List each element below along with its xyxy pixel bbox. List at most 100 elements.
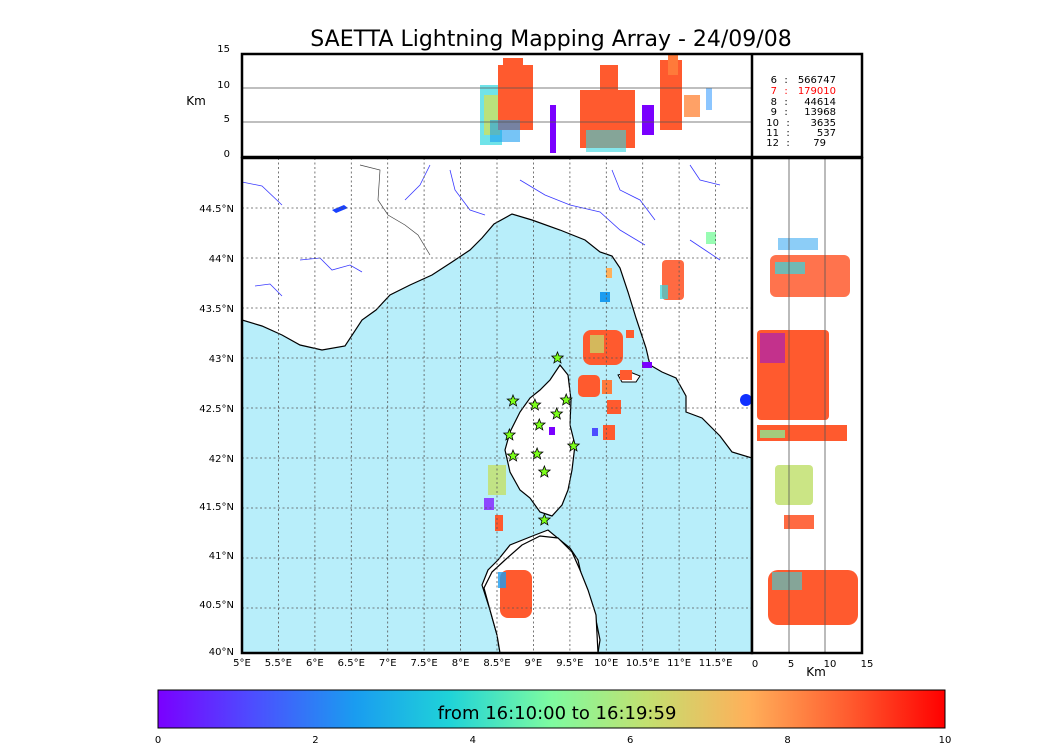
- colorbar-tick: 0: [155, 735, 161, 746]
- lat-label: 42°N: [209, 454, 234, 465]
- stats-key: 8: [771, 97, 777, 108]
- station-star-icon: [550, 350, 565, 364]
- altitude-tick-label: 0: [224, 149, 230, 160]
- colorbar-tick: 10: [939, 735, 952, 746]
- lon-label: 8°E: [452, 658, 470, 669]
- station-star-icon: [549, 406, 564, 420]
- stats-row: 11 : 537: [766, 128, 836, 139]
- stats-sep: :: [786, 128, 789, 139]
- stats-sep: :: [784, 86, 787, 97]
- altitude-tick-label: 15: [217, 44, 230, 55]
- altitude-tick-label: 5: [224, 114, 230, 125]
- station-star-icon: [502, 427, 517, 441]
- lightning-map-panel: [240, 156, 754, 655]
- altitude-vs-latitude-panel: 0 5 10 15 Km: [750, 156, 874, 679]
- lon-label: 7°E: [379, 658, 397, 669]
- stats-value: 13968: [804, 107, 836, 118]
- station-star-icon: [537, 464, 552, 478]
- lat-label: 44.5°N: [199, 204, 234, 215]
- altitude-lightning-sources: [480, 55, 712, 153]
- lat-label: 41°N: [209, 551, 234, 562]
- stats-row: 7 : 179010: [771, 86, 836, 97]
- source-count-table: 6 : 566747 7 : 179010 8 : 44614 9 : 1396…: [766, 75, 836, 149]
- national-borders: [359, 164, 431, 256]
- side-unit-label: Km: [806, 665, 826, 679]
- lat-label: 40°N: [209, 647, 234, 658]
- colorbar-tick: 8: [784, 735, 790, 746]
- colorbar-tick: 2: [312, 735, 318, 746]
- figure-title: SAETTA Lightning Mapping Array - 24/09/0…: [310, 27, 791, 52]
- stats-key: 11: [766, 128, 779, 139]
- station-star-icon: [528, 397, 542, 411]
- lake: [332, 205, 348, 213]
- colorbar-label: from 16:10:00 to 16:19:59: [438, 703, 677, 724]
- stats-value: 44614: [804, 97, 836, 108]
- station-star-icon: [530, 446, 544, 460]
- side-tick-label: 5: [788, 659, 794, 670]
- station-star-icon: [532, 417, 547, 431]
- time-colorbar: from 16:10:00 to 16:19:59 0 2 4 6 8 10: [155, 689, 952, 746]
- stats-row: 6 : 566747: [771, 75, 836, 86]
- stats-key: 12: [766, 138, 779, 149]
- lon-label: 9°E: [525, 658, 543, 669]
- side-tick-label: 10: [824, 659, 837, 670]
- lon-label: 5.5°E: [265, 658, 292, 669]
- lat-label: 43°N: [209, 354, 234, 365]
- stats-sep: :: [784, 75, 787, 86]
- corsica-island: [504, 363, 576, 517]
- stats-sep: :: [784, 107, 787, 118]
- lon-label: 10.5°E: [626, 658, 660, 669]
- station-star-icon: [566, 438, 581, 452]
- lon-label: 5°E: [233, 658, 251, 669]
- stats-key: 9: [771, 107, 777, 118]
- lat-label: 41.5°N: [199, 502, 234, 513]
- altitude-vs-longitude-panel: Km 15 10 5 0: [186, 44, 864, 160]
- stats-value: 566747: [798, 75, 836, 86]
- colorbar-gradient: [157, 689, 946, 729]
- longitude-axis-labels: 5°E 5.5°E 6°E 6.5°E 7°E 7.5°E 8°E 8.5°E …: [233, 658, 732, 669]
- stats-row: 8 : 44614: [771, 97, 836, 108]
- lon-label: 10°E: [594, 658, 618, 669]
- lon-label: 11°E: [667, 658, 691, 669]
- stats-value: 3635: [811, 118, 836, 129]
- map-lightning-sources: [484, 232, 752, 618]
- stats-key: 7: [771, 86, 777, 97]
- colorbar-tick: 4: [470, 735, 476, 746]
- station-star-icon: [537, 512, 552, 526]
- stats-row: 12 : 79: [766, 138, 826, 149]
- side-lightning-sources: [757, 238, 858, 625]
- altitude-unit-label: Km: [186, 94, 206, 108]
- lon-label: 6.5°E: [338, 658, 365, 669]
- stats-value: 179010: [798, 86, 836, 97]
- latitude-axis-labels: 44.5°N 44°N 43.5°N 43°N 42.5°N 42°N 41.5…: [199, 204, 234, 658]
- altitude-tick-label: 10: [217, 80, 230, 91]
- side-tick-label: 0: [752, 659, 758, 670]
- lat-label: 40.5°N: [199, 600, 234, 611]
- stats-key: 6: [771, 75, 777, 86]
- side-tick-label: 15: [861, 659, 874, 670]
- stats-sep: :: [786, 138, 789, 149]
- station-star-icon: [506, 393, 520, 407]
- stats-sep: :: [786, 118, 789, 129]
- stats-key: 10: [766, 118, 779, 129]
- lat-label: 43.5°N: [199, 304, 234, 315]
- stats-value: 79: [813, 138, 826, 149]
- rivers: [242, 164, 721, 297]
- lon-label: 7.5°E: [410, 658, 437, 669]
- stats-row: 10 : 3635: [766, 118, 836, 129]
- stats-sep: :: [784, 97, 787, 108]
- lon-label: 8.5°E: [483, 658, 510, 669]
- lat-label: 44°N: [209, 254, 234, 265]
- lon-label: 6°E: [306, 658, 324, 669]
- lon-label: 11.5°E: [699, 658, 733, 669]
- stats-value: 537: [817, 128, 836, 139]
- sardinia-island: [483, 535, 599, 653]
- lma-stations: [502, 350, 581, 526]
- lat-label: 42.5°N: [199, 404, 234, 415]
- colorbar-tick: 6: [627, 735, 633, 746]
- map-grid: [242, 158, 752, 653]
- stats-row: 9 : 13968: [771, 107, 836, 118]
- lon-label: 9.5°E: [556, 658, 583, 669]
- station-star-icon: [559, 392, 573, 406]
